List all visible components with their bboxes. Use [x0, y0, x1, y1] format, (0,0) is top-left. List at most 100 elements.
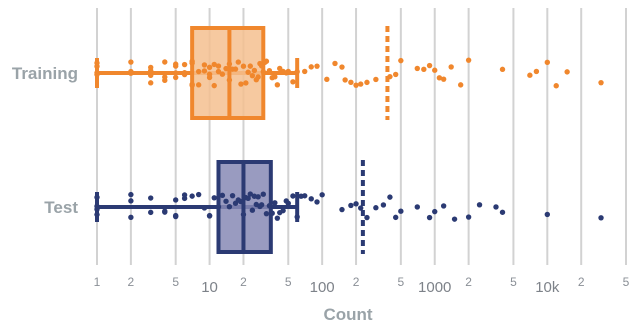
test-point-44: [272, 200, 278, 206]
training-point-86: [436, 75, 443, 81]
training-point-92: [527, 72, 533, 78]
training-point-34: [215, 68, 222, 75]
training-point-82: [414, 65, 420, 72]
test-point-32: [245, 195, 251, 201]
x-tick-label-13: 2: [578, 275, 585, 289]
training-point-25: [195, 68, 202, 75]
test-point-63: [380, 202, 387, 208]
training-point-37: [223, 65, 229, 72]
test-point-22: [215, 204, 222, 210]
test-point-26: [229, 192, 236, 199]
x-axis-title: Count: [323, 305, 372, 324]
training-point-46: [245, 69, 251, 75]
training-point-33: [211, 82, 217, 89]
training-point-3: [94, 63, 100, 70]
training-point-28: [201, 68, 208, 74]
training-point-36: [219, 71, 226, 77]
x-tick-label-4: 2: [240, 275, 247, 289]
training-point-90: [465, 57, 472, 63]
test-point-20: [206, 213, 213, 219]
series-training: [94, 26, 604, 120]
test-point-56: [319, 192, 325, 198]
training-point-69: [314, 63, 320, 69]
training-point-6: [128, 59, 134, 65]
test-point-6: [128, 191, 134, 198]
test-point-7: [148, 195, 154, 201]
training-point-19: [181, 69, 188, 76]
training-point-53: [258, 63, 265, 69]
test-point-23: [219, 192, 226, 199]
test-point-54: [308, 196, 314, 202]
training-point-76: [358, 81, 364, 87]
training-point-87: [440, 76, 447, 82]
training-point-31: [206, 64, 213, 71]
test-point-47: [280, 207, 286, 214]
test-point-34: [249, 207, 256, 213]
training-point-16: [172, 74, 179, 81]
training-point-81: [398, 57, 404, 64]
gridlines: [96, 8, 627, 265]
x-tick-label-8: 5: [398, 275, 405, 289]
training-point-17: [172, 61, 179, 67]
test-point-42: [266, 203, 273, 209]
training-point-75: [353, 82, 359, 88]
training-point-43: [238, 81, 244, 87]
x-tick-label-3: 10: [201, 279, 218, 296]
training-point-1: [94, 71, 100, 78]
training-point-45: [243, 80, 249, 86]
test-point-58: [348, 202, 354, 209]
training-point-47: [247, 63, 254, 69]
x-tick-label-5: 5: [285, 275, 292, 289]
test-point-55: [314, 199, 320, 205]
x-tick-labels: 1 2 5 10 2 5 100 2 5 1000 2 5 10k 2 5: [94, 275, 629, 296]
training-point-65: [290, 79, 296, 85]
test-point-13: [172, 212, 179, 219]
training-point-89: [457, 82, 464, 88]
training-point-57: [266, 68, 273, 74]
test-point-5: [128, 198, 134, 204]
training-point-84: [426, 62, 433, 69]
test-point-12: [172, 197, 179, 203]
test-point-39: [258, 202, 265, 208]
test-point-16: [189, 193, 195, 199]
test-point-68: [426, 214, 433, 221]
training-point-10: [148, 64, 154, 71]
test-point-76: [544, 211, 551, 218]
training-point-49: [251, 67, 258, 74]
training-point-83: [421, 66, 427, 72]
training-point-54: [260, 69, 266, 75]
test-point-15: [181, 192, 188, 198]
test-point-61: [364, 214, 370, 221]
test-point-77: [598, 215, 604, 221]
test-point-18: [201, 205, 208, 211]
training-point-35: [215, 63, 222, 69]
series-test: [94, 160, 604, 254]
test-point-60: [358, 205, 364, 211]
training-point-13: [162, 59, 168, 65]
training-point-73: [342, 77, 348, 83]
test-point-66: [398, 208, 404, 214]
test-point-65: [392, 214, 399, 221]
x-tick-label-1: 2: [128, 275, 135, 289]
training-point-78: [373, 76, 379, 83]
training-point-94: [544, 59, 551, 66]
training-point-85: [432, 67, 438, 73]
training-point-26: [195, 82, 202, 88]
series-group: [94, 26, 604, 254]
test-point-37: [255, 194, 261, 200]
training-point-20: [181, 61, 188, 68]
training-point-39: [226, 77, 233, 83]
test-point-74: [493, 204, 499, 210]
training-point-38: [226, 61, 233, 67]
test-point-4: [128, 214, 134, 221]
training-point-77: [364, 79, 370, 86]
test-point-71: [451, 216, 458, 222]
x-tick-label-0: 1: [94, 275, 101, 289]
x-tick-label-9: 1000: [418, 279, 451, 296]
test-point-33: [247, 191, 254, 197]
test-point-62: [373, 205, 379, 211]
test-point-69: [432, 208, 438, 215]
test-point-67: [414, 204, 420, 210]
training-point-41: [232, 66, 239, 72]
